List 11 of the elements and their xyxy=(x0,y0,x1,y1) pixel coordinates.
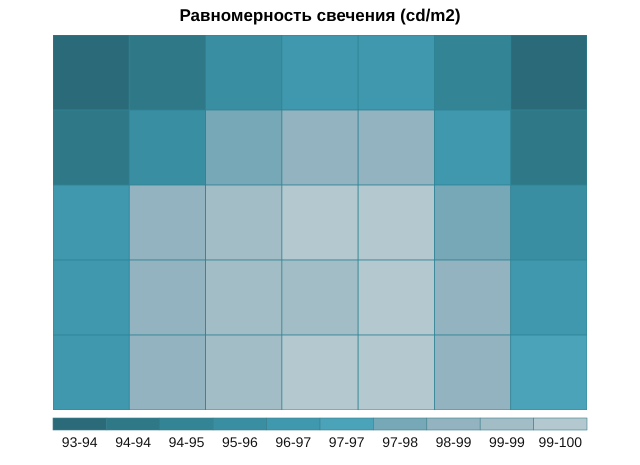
chart-title: Равномерность свечения (cd/m2) xyxy=(178,6,462,26)
color-bar-label: 99-100 xyxy=(538,434,582,450)
color-bar-label: 96-97 xyxy=(275,434,312,450)
color-bar-label: 95-96 xyxy=(222,434,258,450)
color-bar-label: 99-99 xyxy=(488,434,526,450)
color-bar-label: 98-99 xyxy=(436,434,472,450)
color-bar-label: 97-98 xyxy=(382,434,418,450)
color-bar-label: 97-97 xyxy=(328,434,365,450)
color-bar-label: 94-95 xyxy=(168,434,205,450)
color-bar-label: 94-94 xyxy=(115,434,152,450)
color-bar-label: 93-94 xyxy=(62,434,98,450)
